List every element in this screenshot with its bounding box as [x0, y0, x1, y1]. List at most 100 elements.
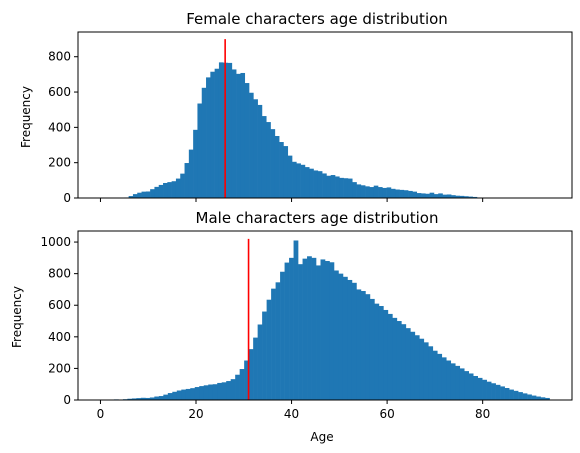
female-chart-title: Female characters age distribution — [186, 10, 448, 28]
male-bar — [477, 377, 483, 400]
male-bar — [185, 388, 191, 400]
female-bar — [274, 136, 280, 198]
male-bar — [239, 369, 245, 400]
male-bar — [244, 360, 249, 400]
female-y-tick-label: 600 — [48, 85, 71, 99]
male-bar — [154, 396, 160, 400]
female-bar — [472, 196, 478, 198]
female-bar — [455, 195, 461, 198]
female-y-ticks: 0 200 400 600 800 — [48, 50, 78, 205]
female-bar — [270, 129, 276, 198]
male-bar — [316, 265, 321, 400]
female-bar — [442, 194, 448, 198]
female-bar — [283, 146, 289, 198]
male-bar — [145, 397, 151, 400]
male-bar — [158, 396, 164, 400]
male-bar — [468, 373, 474, 400]
male-bar — [333, 270, 339, 400]
female-bar — [352, 182, 357, 198]
male-bar — [432, 350, 438, 400]
female-bar — [322, 173, 327, 198]
female-bar — [218, 62, 224, 199]
female-bar — [378, 187, 383, 198]
male-bar — [473, 375, 478, 400]
male-bar — [199, 386, 205, 400]
female-bar — [231, 69, 237, 198]
male-bar — [504, 388, 510, 400]
male-bar — [176, 390, 182, 400]
male-bar — [383, 309, 389, 400]
male-bar — [221, 382, 227, 400]
male-bar — [419, 338, 425, 400]
male-bar — [253, 337, 258, 400]
male-y-tick-label: 0 — [63, 393, 71, 407]
male-bar — [495, 384, 501, 400]
male-y-tick-label: 1000 — [40, 235, 71, 249]
male-bar — [163, 394, 169, 400]
female-y-tick-label: 400 — [48, 120, 71, 134]
male-bar — [509, 389, 514, 400]
female-bar — [326, 175, 332, 198]
male-bar — [172, 391, 178, 400]
female-bar — [240, 72, 246, 198]
male-bar — [230, 379, 236, 400]
female-bar — [171, 181, 177, 198]
male-bar — [320, 259, 326, 400]
female-bar — [382, 187, 387, 198]
male-bar — [522, 393, 528, 400]
female-bar — [188, 149, 194, 198]
male-bar — [275, 282, 281, 400]
female-bar — [317, 171, 323, 198]
male-bar — [356, 289, 362, 400]
female-bar — [300, 164, 306, 198]
female-bar — [464, 196, 469, 198]
female-bar — [416, 193, 422, 198]
male-bar — [266, 299, 272, 400]
male-bar — [545, 397, 550, 400]
female-bar — [279, 142, 284, 198]
male-bar — [527, 394, 532, 400]
male-bar — [491, 383, 496, 400]
male-bar — [217, 382, 223, 400]
female-bar — [421, 193, 426, 198]
male-bar — [414, 335, 420, 400]
male-bar — [387, 313, 393, 400]
female-bar — [236, 73, 241, 198]
male-bar — [311, 257, 317, 400]
female-bar — [429, 192, 435, 198]
male-bars — [100, 240, 550, 400]
female-bar — [210, 71, 215, 198]
female-bar — [253, 99, 258, 198]
male-bar — [131, 398, 137, 400]
male-bar — [500, 386, 505, 400]
female-bar — [304, 167, 310, 198]
male-bar — [302, 258, 308, 400]
male-axes-frame — [77, 230, 573, 401]
female-age-histogram: Female characters age distribution Frequ… — [19, 10, 573, 205]
female-bar — [257, 104, 263, 198]
female-y-tick-label: 800 — [48, 50, 71, 64]
female-bar — [425, 193, 430, 198]
female-bar — [309, 168, 314, 198]
male-bar — [392, 317, 398, 400]
female-bar — [343, 178, 349, 198]
female-bar — [446, 194, 452, 198]
male-bar — [325, 261, 330, 400]
female-bar — [206, 77, 211, 198]
male-bar — [329, 262, 335, 400]
male-bar — [136, 398, 142, 400]
female-bar — [451, 195, 456, 198]
male-bar — [401, 324, 407, 400]
male-x-tick-label: 80 — [475, 407, 490, 421]
male-bar — [405, 328, 411, 400]
male-chart-title: Male characters age distribution — [196, 209, 439, 227]
male-bar — [396, 321, 402, 400]
male-x-tick-label: 0 — [97, 407, 105, 421]
male-x-tick-label: 60 — [379, 407, 394, 421]
female-bar — [390, 188, 396, 198]
male-bar — [284, 262, 290, 400]
male-bar — [226, 381, 231, 400]
female-bar — [438, 193, 443, 198]
male-bar — [338, 273, 344, 400]
male-y-tick-label: 200 — [48, 361, 71, 375]
